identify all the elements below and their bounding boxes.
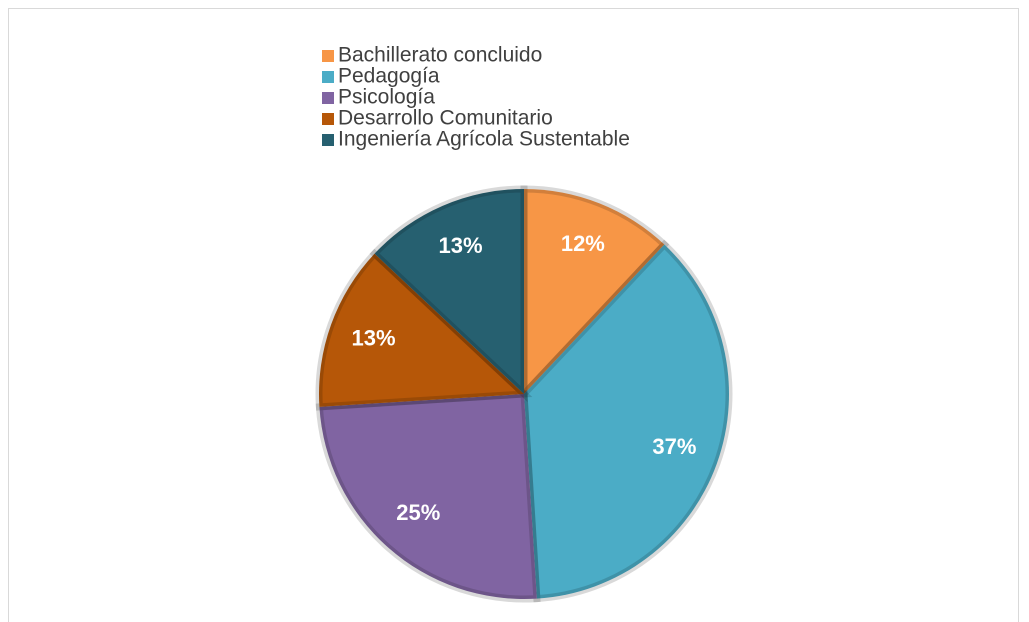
legend-swatch — [322, 71, 334, 83]
legend-swatch — [322, 113, 334, 125]
slice-label: 12% — [561, 231, 605, 256]
slice-label: 37% — [652, 434, 696, 459]
legend-label: Bachillerato concluido — [338, 44, 542, 67]
legend-swatch — [322, 92, 334, 104]
legend-label: Pedagogía — [338, 65, 440, 88]
pie-slice — [315, 390, 541, 603]
legend-swatch — [322, 134, 334, 146]
legend-swatch — [322, 50, 334, 62]
legend-label: Psicología — [338, 86, 435, 109]
slice-label: 25% — [396, 500, 440, 525]
legend-label: Ingeniería Agrícola Sustentable — [338, 128, 630, 151]
legend-label: Desarrollo Comunitario — [338, 107, 553, 130]
slice-label: 13% — [352, 326, 396, 351]
pie-slice — [520, 239, 733, 603]
pie-slice — [520, 185, 670, 403]
pie-slice — [369, 185, 528, 403]
slice-label: 13% — [438, 233, 482, 258]
pie-slice — [315, 248, 533, 411]
